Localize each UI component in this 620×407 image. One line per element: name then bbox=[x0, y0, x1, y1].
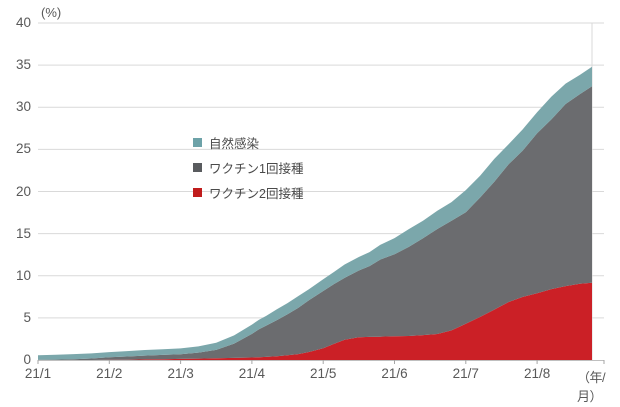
x-tick-label: 21/4 bbox=[238, 366, 266, 381]
y-tick-label: 20 bbox=[15, 183, 31, 199]
x-axis-unit-label: （年/月） bbox=[577, 370, 606, 404]
y-tick-label: 10 bbox=[15, 267, 31, 283]
x-tick-label: 21/8 bbox=[523, 366, 551, 381]
y-tick-label: 5 bbox=[23, 309, 31, 325]
y-tick-label: 15 bbox=[15, 225, 31, 241]
y-tick-label: 0 bbox=[23, 352, 31, 367]
legend-swatch-natural-infection bbox=[193, 138, 202, 147]
legend: 自然感染 ワクチン1回接種 ワクチン2回接種 bbox=[193, 130, 303, 205]
x-tick-label: 21/3 bbox=[167, 366, 194, 381]
legend-label-vaccine-dose1: ワクチン1回接種 bbox=[209, 162, 304, 176]
x-tick-label: 21/6 bbox=[381, 366, 408, 381]
y-tick-label: 40 bbox=[15, 15, 31, 30]
legend-item-natural-infection: 自然感染 bbox=[193, 130, 303, 155]
legend-label-natural-infection: 自然感染 bbox=[209, 137, 260, 151]
x-tick-label: 21/7 bbox=[452, 366, 479, 381]
vaccine-dose1-area bbox=[38, 86, 592, 361]
x-tick-label: 21/2 bbox=[96, 366, 123, 381]
y-tick-label: 35 bbox=[15, 57, 31, 73]
legend-swatch-vaccine-dose2 bbox=[193, 188, 202, 197]
y-axis-unit-label: (%) bbox=[41, 5, 62, 20]
legend-item-vaccine-dose1: ワクチン1回接種 bbox=[193, 155, 303, 180]
y-tick-label: 25 bbox=[15, 141, 31, 157]
vaccine-dose2-area bbox=[38, 282, 592, 360]
legend-swatch-vaccine-dose1 bbox=[193, 163, 202, 172]
legend-item-vaccine-dose2: ワクチン2回接種 bbox=[193, 180, 303, 205]
legend-label-vaccine-dose2: ワクチン2回接種 bbox=[209, 187, 304, 201]
y-tick-label: 30 bbox=[15, 99, 31, 115]
x-tick-label: 21/5 bbox=[310, 366, 337, 381]
x-tick-label: 21/1 bbox=[24, 366, 52, 381]
